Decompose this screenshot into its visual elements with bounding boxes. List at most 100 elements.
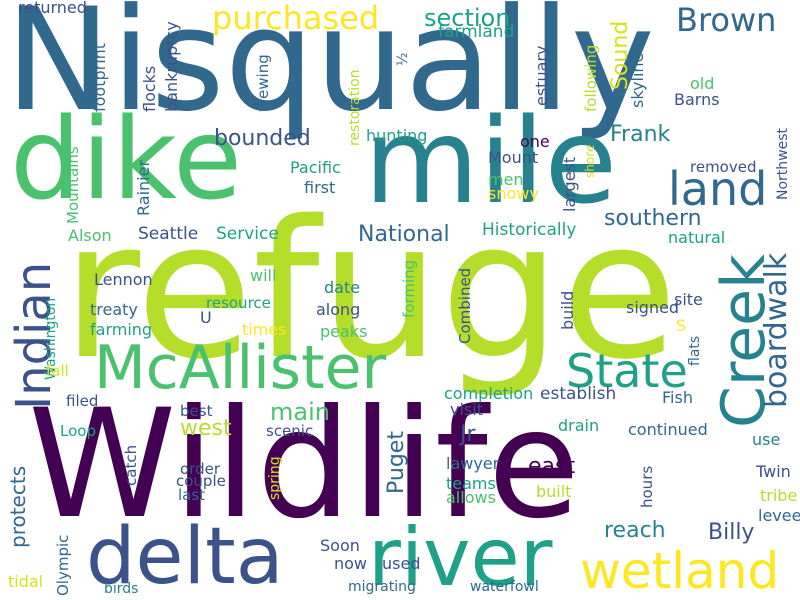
cloud-word: fall [46, 362, 69, 380]
cloud-word: Seattle [138, 224, 199, 244]
cloud-word: resource [206, 294, 271, 312]
cloud-word: scenic [266, 422, 314, 440]
cloud-word: purchased [212, 0, 380, 37]
cloud-word: section [424, 4, 511, 32]
cloud-word: Loop [60, 422, 96, 440]
cloud-word: farmland [438, 22, 515, 42]
cloud-word: birds [104, 581, 139, 597]
cloud-word: along [316, 300, 361, 319]
cloud-word: viewing [254, 54, 272, 112]
cloud-word: Lennon [94, 270, 153, 289]
cloud-word: Fish [662, 388, 693, 407]
cloud-word: U [200, 308, 212, 327]
cloud-word: tidal [8, 572, 44, 591]
cloud-word: skyline [628, 52, 647, 108]
cloud-word: now [334, 554, 368, 573]
cloud-word: shore [583, 144, 597, 178]
cloud-word: mile [364, 92, 618, 230]
cloud-word: following [582, 44, 600, 112]
cloud-word: used [382, 554, 421, 573]
cloud-word: treaty [90, 300, 138, 319]
cloud-word: allows [446, 488, 496, 507]
cloud-word: Nisqually [5, 0, 655, 143]
cloud-word: flocks [140, 65, 159, 112]
cloud-word: one [520, 132, 550, 151]
cloud-word: men [488, 170, 524, 189]
cloud-word: Frank [610, 122, 671, 147]
cloud-word: restoration [347, 69, 363, 146]
cloud-word: hunting [366, 126, 428, 145]
cloud-word: last [178, 486, 206, 504]
cloud-word: wetland [580, 542, 780, 600]
cloud-word: Brown [676, 1, 777, 39]
cloud-word: will [250, 266, 277, 285]
cloud-word: establish [540, 384, 617, 404]
cloud-word: couple [176, 472, 226, 490]
cloud-word: natural [668, 228, 726, 247]
cloud-word: continued [628, 420, 708, 439]
cloud-word: Jr [460, 422, 476, 447]
cloud-word: site [674, 290, 703, 309]
cloud-word: National [358, 222, 450, 247]
cloud-word: times [242, 320, 287, 339]
cloud-word: east [528, 454, 576, 479]
cloud-word: Historically [482, 220, 577, 240]
cloud-word: signed [626, 298, 680, 317]
cloud-word: Barns [674, 90, 720, 109]
cloud-word: Combined [456, 267, 474, 344]
cloud-word: footprint [90, 42, 109, 112]
cloud-word: first [304, 178, 336, 197]
cloud-word: southern [604, 206, 702, 231]
cloud-word: Mount [488, 148, 539, 167]
cloud-word: delta [86, 512, 284, 600]
cloud-word: Billy [708, 520, 755, 545]
cloud-word: refuge [62, 180, 678, 401]
cloud-word: dike [10, 95, 242, 225]
cloud-word: hours [638, 465, 656, 508]
cloud-word: build [558, 290, 577, 330]
cloud-word: peaks [320, 322, 368, 341]
cloud-word: State [566, 344, 688, 398]
cloud-word: largest [560, 156, 579, 212]
cloud-word: completion [444, 384, 534, 403]
cloud-word: forming [400, 259, 418, 318]
cloud-word: filed [66, 392, 99, 410]
cloud-word: waterfowl [470, 579, 539, 595]
cloud-word: spring [267, 456, 283, 500]
cloud-word: teams [446, 474, 496, 493]
cloud-word: S [676, 316, 687, 335]
cloud-word: bankruptcy [162, 21, 181, 112]
cloud-word: Pacific [290, 158, 341, 177]
cloud-word: reach [604, 518, 666, 543]
cloud-word: levee [758, 506, 800, 525]
cloud-word: Mountains [64, 146, 82, 224]
cloud-word: Twin [756, 462, 791, 481]
cloud-word: lawyer [446, 454, 500, 473]
cloud-word: main [270, 398, 330, 426]
cloud-word: returned [18, 0, 87, 17]
cloud-word: visit [450, 400, 483, 419]
cloud-word: tribe [760, 486, 798, 505]
cloud-word: use [752, 430, 781, 449]
cloud-word: bounded [214, 126, 311, 151]
cloud-word: Puget [384, 431, 409, 494]
cloud-word: Northwest [775, 127, 791, 200]
cloud-word: Alson [68, 226, 112, 245]
cloud-word: protects [6, 465, 30, 548]
cloud-word: Service [216, 224, 279, 244]
cloud-word: boardwalk [759, 252, 794, 408]
cloud-word: flats [687, 335, 703, 366]
cloud-word: Soon [320, 536, 360, 555]
cloud-word: west [180, 416, 232, 441]
cloud-word: drain [558, 416, 600, 435]
cloud-word: migrating [348, 579, 416, 595]
cloud-word: catch [122, 444, 140, 486]
cloud-word: river [368, 511, 553, 600]
cloud-word: removed [690, 158, 757, 176]
cloud-word: land [668, 162, 768, 216]
cloud-word: ½ [395, 52, 411, 66]
cloud-word: date [324, 278, 361, 297]
cloud-word: estuary [532, 45, 551, 106]
cloud-word: old [690, 74, 715, 93]
